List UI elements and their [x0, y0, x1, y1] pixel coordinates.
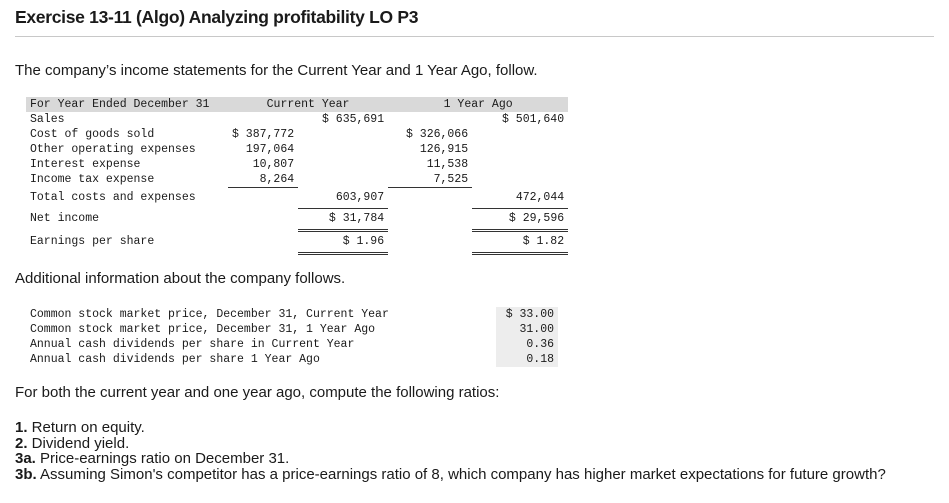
row-value: 0.36: [496, 337, 558, 352]
row-label: Common stock market price, December 31, …: [30, 323, 376, 336]
row-label: Net income: [30, 212, 100, 225]
interest-current: 10,807: [252, 158, 295, 171]
additional-info-heading: Additional information about the company…: [15, 270, 346, 287]
row-label: Income tax expense: [30, 173, 155, 187]
row-label: Sales: [30, 113, 65, 126]
table-row: Annual cash dividends per share in Curre…: [26, 337, 558, 352]
table-row-eps: Earnings per share $ 1.96 $ 1.82: [26, 230, 569, 255]
row-label: Cost of goods sold: [30, 128, 155, 141]
list-item: 2. Dividend yield.: [15, 434, 886, 452]
net-income-prior: $ 29,596: [472, 208, 569, 232]
table-row-total-costs: Total costs and expenses 603,907 472,044: [26, 187, 569, 209]
row-label: Annual cash dividends per share 1 Year A…: [30, 353, 320, 366]
header-current-year: Current Year: [228, 97, 389, 112]
intro-text: The company’s income statements for the …: [15, 62, 538, 79]
income-statement-table: For Year Ended December 31 Current Year …: [26, 97, 569, 255]
item-number: 1.: [15, 419, 28, 436]
item-number: 3a.: [15, 450, 36, 467]
row-label: Common stock market price, December 31, …: [30, 308, 389, 321]
item-text: Assuming Simon's competitor has a price-…: [36, 465, 886, 483]
ratio-list: 1. Return on equity. 2. Dividend yield. …: [15, 420, 886, 482]
total-costs-prior: 472,044: [472, 187, 569, 209]
other-opex-prior: 126,915: [419, 143, 469, 156]
table-row-cogs: Cost of goods sold $ 387,772 $ 326,066: [26, 127, 568, 142]
table-row: Annual cash dividends per share 1 Year A…: [26, 352, 558, 367]
tax-prior: 7,525: [388, 172, 473, 188]
list-item: 3a. Price-earnings ratio on December 31.: [15, 451, 886, 467]
table-row-net-income: Net income $ 31,784 $ 29,596: [26, 208, 569, 232]
interest-prior: 11,538: [426, 158, 469, 171]
row-value: $ 33.00: [496, 307, 558, 322]
list-item: 3b. Assuming Simon's competitor has a pr…: [15, 465, 886, 483]
row-label: Annual cash dividends per share in Curre…: [30, 338, 355, 351]
item-text: Price-earnings ratio on December 31.: [35, 450, 290, 467]
row-label: Total costs and expenses: [30, 190, 196, 204]
table-row: Common stock market price, December 31, …: [26, 322, 558, 337]
table-row-other-opex: Other operating expenses 197,064 126,915: [26, 142, 568, 157]
sales-prior: $ 501,640: [502, 113, 565, 126]
table-row-interest: Interest expense 10,807 11,538: [26, 157, 568, 172]
tax-current: 8,264: [228, 172, 299, 188]
item-number: 3b.: [15, 465, 37, 483]
net-income-current: $ 31,784: [298, 208, 389, 232]
item-text: Dividend yield.: [27, 434, 130, 452]
eps-prior: $ 1.82: [472, 230, 569, 255]
table-row-sales: Sales $ 635,691 $ 501,640: [26, 112, 568, 127]
row-label: Other operating expenses: [30, 143, 196, 156]
item-number: 2.: [15, 434, 28, 452]
item-text: Return on equity.: [27, 419, 145, 436]
additional-info-table: Common stock market price, December 31, …: [26, 307, 558, 367]
eps-current: $ 1.96: [298, 230, 389, 255]
row-value: 0.18: [496, 352, 558, 367]
table-row: Common stock market price, December 31, …: [26, 307, 558, 322]
table-row-tax: Income tax expense 8,264 7,525: [26, 172, 568, 188]
table-header-row: For Year Ended December 31 Current Year …: [26, 97, 569, 112]
row-label: Interest expense: [30, 158, 141, 171]
compute-instructions: For both the current year and one year a…: [15, 384, 500, 401]
other-opex-current: 197,064: [245, 143, 295, 156]
header-prior-year: 1 Year Ago: [388, 97, 569, 112]
cogs-current: $ 387,772: [232, 128, 295, 141]
total-costs-current: 603,907: [298, 187, 389, 209]
row-label: Earnings per share: [30, 234, 155, 248]
cogs-prior: $ 326,066: [406, 128, 469, 141]
title-divider: [15, 36, 934, 37]
header-label: For Year Ended December 31: [26, 97, 228, 112]
row-value: 31.00: [496, 322, 558, 337]
sales-current: $ 635,691: [322, 113, 385, 126]
list-item: 1. Return on equity.: [15, 420, 886, 436]
page-title: Exercise 13-11 (Algo) Analyzing profitab…: [15, 7, 419, 27]
